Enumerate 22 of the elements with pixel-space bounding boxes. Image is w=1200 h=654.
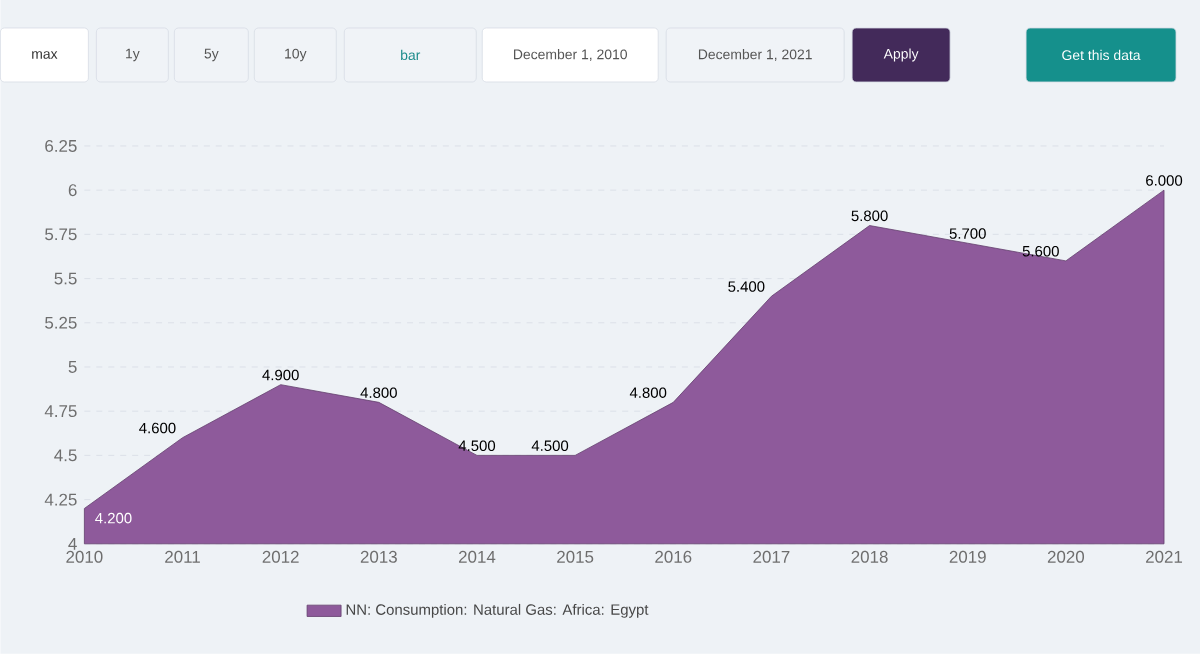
y-tick-label: 6 [68, 184, 77, 197]
y-tick-label: 5.5 [54, 272, 77, 285]
x-tick-label: 2015 [557, 550, 594, 563]
y-tick-label: 5.75 [45, 228, 77, 241]
x-tick-label: 2012 [262, 550, 299, 563]
x-tick-label: 2016 [655, 550, 692, 563]
x-tick-label: 2010 [66, 550, 103, 563]
y-tick-label: 5 [68, 361, 77, 373]
y-tick-label: 4.75 [44, 405, 77, 418]
y-tick-label: 6.25 [45, 140, 77, 153]
x-tick-label: 2018 [851, 550, 888, 563]
x-tick-label: 2014 [458, 550, 496, 563]
x-tick-label: 2017 [753, 550, 790, 563]
y-tick-label: 4.25 [44, 493, 77, 506]
y-tick-label: 4 [68, 538, 77, 550]
x-tick-label: 2019 [949, 550, 986, 563]
x-tick-label: 2020 [1047, 550, 1085, 563]
x-tick-label: 2013 [360, 550, 397, 563]
x-tick-label: 2011 [165, 550, 200, 563]
y-tick-label: 5.25 [45, 316, 77, 329]
y-tick-label: 4.5 [54, 449, 77, 462]
x-tick-label: 2021 [1146, 550, 1183, 563]
